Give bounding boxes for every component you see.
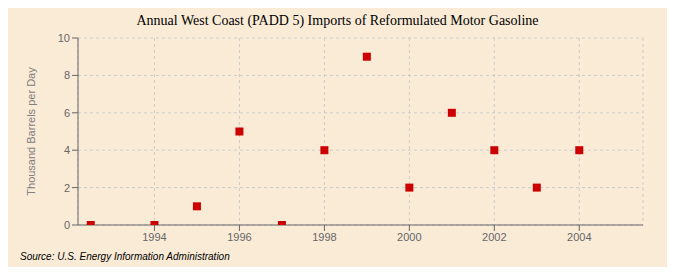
svg-text:2: 2 [64, 182, 70, 194]
svg-text:4: 4 [64, 144, 70, 156]
svg-text:6: 6 [64, 107, 70, 119]
svg-text:2004: 2004 [567, 231, 591, 243]
html-text:Source: U.S. Energy Informatio: Source: U.S. Energy Information Administ… [20, 251, 230, 262]
svg-text:0: 0 [64, 219, 70, 231]
svg-text:1996: 1996 [227, 231, 251, 243]
html-text:Annual West Coast (PADD 5) Imp: Annual West Coast (PADD 5) Imports of Re… [136, 13, 539, 28]
svg-text:1998: 1998 [312, 231, 336, 243]
svg-text:8: 8 [64, 69, 70, 81]
svg-text:Thousand Barrels per Day: Thousand Barrels per Day [25, 67, 37, 196]
svg-text:1994: 1994 [142, 231, 166, 243]
svg-text:2000: 2000 [397, 231, 421, 243]
svg-text:10: 10 [58, 32, 70, 44]
svg-text:2002: 2002 [482, 231, 506, 243]
